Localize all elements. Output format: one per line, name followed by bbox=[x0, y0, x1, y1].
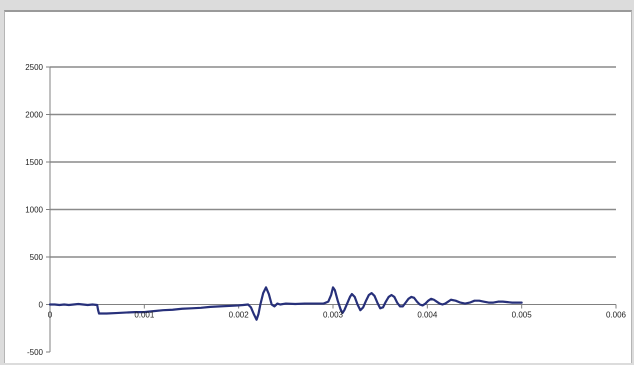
series-lines bbox=[48, 286, 523, 321]
x-tick-label-1: 0.001 bbox=[134, 311, 155, 320]
x-tick-label-3: 0.003 bbox=[323, 311, 344, 320]
y-tick-label-1: 0 bbox=[39, 301, 44, 310]
x-tick-label-6: 0.006 bbox=[606, 311, 627, 320]
y-tick-label-3: 1000 bbox=[25, 206, 43, 215]
x-tick-labels: 0 0.001 0.002 0.003 0.004 0.005 0.006 bbox=[48, 311, 627, 320]
chart-frame: -500 0 500 1000 1500 2000 2500 0 0.001 0.002 0.00… bbox=[4, 10, 632, 363]
series-line-0 bbox=[48, 286, 523, 321]
y-tick-labels: -500 0 500 1000 1500 2000 2500 bbox=[25, 63, 43, 357]
grid-lines bbox=[50, 66, 616, 258]
y-tick-label-0: -500 bbox=[27, 348, 44, 357]
y-tick-label-5: 2000 bbox=[25, 111, 43, 120]
x-tick-label-2: 0.002 bbox=[229, 311, 250, 320]
y-tick-label-4: 1500 bbox=[25, 158, 43, 167]
line-chart: -500 0 500 1000 1500 2000 2500 0 0.001 0.002 0.00… bbox=[25, 63, 627, 357]
y-tick-label-6: 2500 bbox=[25, 63, 43, 72]
x-tick-label-5: 0.005 bbox=[512, 311, 533, 320]
y-tick-label-2: 500 bbox=[30, 253, 44, 262]
x-tick-label-0: 0 bbox=[48, 311, 53, 320]
x-tick-label-4: 0.004 bbox=[417, 311, 438, 320]
